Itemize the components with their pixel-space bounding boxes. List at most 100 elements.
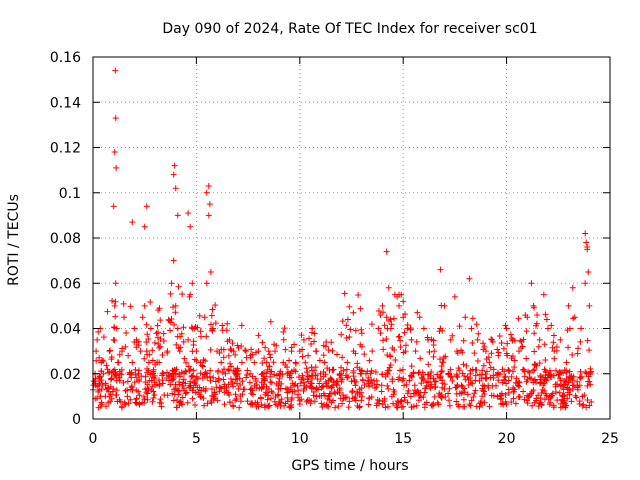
data-point [249, 401, 256, 408]
data-point [174, 325, 181, 332]
data-point [467, 379, 474, 386]
data-point [467, 402, 474, 409]
data-point [380, 309, 387, 316]
data-point [512, 400, 519, 407]
data-point [531, 330, 538, 337]
y-tick-label: 0.1 [59, 186, 81, 202]
data-point [548, 392, 555, 399]
data-point [350, 367, 357, 374]
data-point [199, 363, 206, 370]
data-point [207, 268, 214, 275]
data-point [578, 325, 585, 332]
data-point [167, 290, 174, 297]
data-point [585, 378, 592, 385]
data-point [152, 382, 159, 389]
data-point [172, 309, 179, 316]
data-point [255, 348, 262, 355]
data-point [520, 388, 527, 395]
data-point [160, 370, 167, 377]
data-point [427, 375, 434, 382]
data-point [350, 309, 357, 316]
data-point [220, 346, 227, 353]
data-point [339, 318, 346, 325]
data-point [123, 330, 130, 337]
data-point [383, 314, 390, 321]
data-point [187, 223, 194, 230]
data-point [559, 393, 566, 400]
data-point [560, 392, 567, 399]
data-point [562, 404, 569, 411]
data-point [533, 397, 540, 404]
data-point [571, 314, 578, 321]
data-point [366, 357, 373, 364]
data-point [113, 164, 120, 171]
grid-lines [93, 57, 610, 419]
data-point [264, 396, 271, 403]
data-point [437, 374, 444, 381]
data-point [384, 403, 391, 410]
data-point [240, 386, 247, 393]
data-point [424, 371, 431, 378]
data-point [414, 309, 421, 316]
data-point [327, 375, 334, 382]
data-point [171, 321, 178, 328]
data-point [220, 376, 227, 383]
data-point [400, 298, 407, 305]
data-point [159, 351, 166, 358]
data-point [557, 377, 564, 384]
data-point [324, 395, 331, 402]
data-point [503, 325, 510, 332]
data-point [587, 381, 594, 388]
data-point [449, 332, 456, 339]
data-point [171, 162, 178, 169]
y-tick-label: 0.12 [50, 141, 81, 157]
data-point [316, 357, 323, 364]
data-point [144, 331, 151, 338]
data-point [415, 389, 422, 396]
chart-title: Day 090 of 2024, Rate Of TEC Index for r… [162, 21, 537, 37]
data-point [568, 398, 575, 405]
data-point [151, 339, 158, 346]
data-point [120, 300, 127, 307]
data-point [308, 373, 315, 380]
data-point [552, 389, 559, 396]
data-point [110, 385, 117, 392]
data-point [531, 376, 538, 383]
data-point [214, 348, 221, 355]
data-point [160, 330, 167, 337]
data-point [325, 393, 332, 400]
data-point [103, 362, 110, 369]
data-point [389, 378, 396, 385]
data-point [441, 302, 448, 309]
data-point [408, 363, 415, 370]
data-point [500, 377, 507, 384]
data-point [330, 397, 337, 404]
data-point [401, 311, 408, 318]
data-point [368, 321, 375, 328]
data-point [530, 367, 537, 374]
data-point [316, 392, 323, 399]
data-point [543, 369, 550, 376]
data-point [321, 392, 328, 399]
data-point [565, 302, 572, 309]
data-point [524, 314, 531, 321]
data-point [292, 359, 299, 366]
data-point [195, 388, 202, 395]
data-point [233, 380, 240, 387]
data-point [381, 322, 388, 329]
data-point [164, 392, 171, 399]
data-point [453, 371, 460, 378]
data-point [489, 336, 496, 343]
data-point [486, 359, 493, 366]
data-point [377, 330, 384, 337]
data-point [553, 344, 560, 351]
data-point [379, 302, 386, 309]
data-point [159, 380, 166, 387]
data-point [112, 298, 119, 305]
data-point [313, 348, 320, 355]
data-point [520, 366, 527, 373]
data-point [173, 341, 180, 348]
data-point [266, 351, 273, 358]
data-point [314, 375, 321, 382]
data-point [517, 337, 524, 344]
